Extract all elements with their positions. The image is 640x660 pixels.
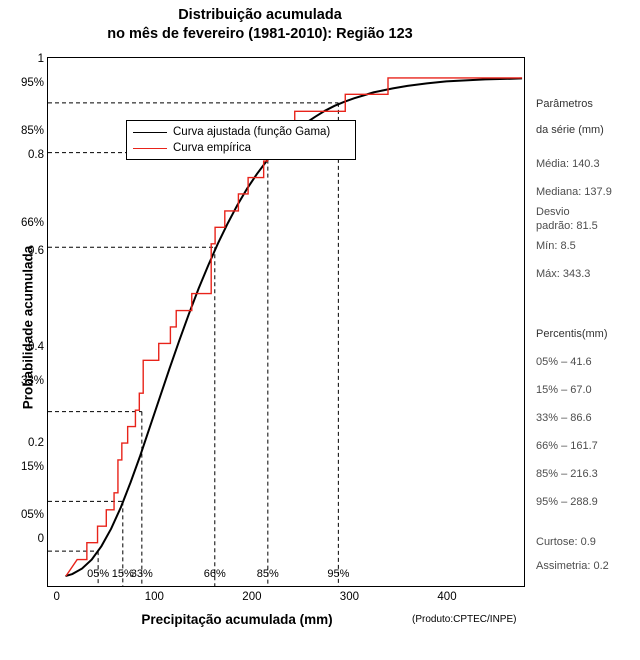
x-axis-label: Precipitação acumulada (mm) [141,612,333,627]
stat-desvio-line2: padrão: 81.5 [536,220,598,232]
percentil-15: 15% – 67.0 [536,384,592,396]
percentil-85: 85% – 216.3 [536,468,598,480]
params-header-line1: Parâmetros [536,98,593,110]
chart-title: Distribuição acumulada no mês de feverei… [0,6,520,44]
percentil-33: 33% – 86.6 [536,412,592,424]
stat-desvio-line1: Desvio [536,206,570,218]
chart-legend: Curva ajustada (função Gama) Curva empír… [126,120,356,160]
stat-mediana: Mediana: 137.9 [536,186,612,198]
ytick-p15: 15% [20,461,44,474]
percentile-x-label-05: 05% [87,568,110,580]
xtick-4: 400 [437,591,457,603]
params-header-line2: da série (mm) [536,124,604,136]
ytick-0: 0 [37,533,44,546]
percentile-x-label-66: 66% [203,568,226,580]
xtick-3: 300 [339,591,359,603]
x-axis-ticks: 0 100 200 300 400 [47,591,525,609]
ytick-3: 0.6 [28,245,44,258]
ytick-p33: 33% [20,375,44,387]
sidebar-stats: Parâmetros da série (mm) Média: 140.3 Me… [536,57,640,587]
legend-swatch-empirical [133,148,167,149]
ytick-p95: 95% [20,77,44,90]
legend-label-fitted: Curva ajustada (função Gama) [173,126,331,138]
produto-credit: (Produto:CPTEC/INPE) [412,614,517,625]
legend-label-empirical: Curva empírica [173,142,251,154]
ytick-p05: 05% [20,509,44,522]
y-axis-ticks: 0 0.2 0.4 0.6 0.8 1 05% 15% 33% 66% 85% … [0,53,44,587]
percentile-x-label-95: 95% [327,568,350,580]
percentile-x-label-33: 33% [130,568,153,580]
xtick-2: 200 [242,591,262,603]
ytick-1: 0.2 [28,437,44,450]
legend-swatch-fitted [133,132,167,133]
ytick-p85: 85% [20,125,44,138]
percentile-x-label-15: 15% [111,568,134,580]
percentile-x-label-85: 85% [256,568,279,580]
ytick-5: 1 [37,53,44,66]
chart-title-line1: Distribuição acumulada [178,7,342,23]
chart-title-line2: no mês de fevereiro (1981-2010): Região … [107,26,413,42]
stat-media: Média: 140.3 [536,158,600,170]
stat-assimetria: Assimetria: 0.2 [536,560,609,572]
xtick-1: 100 [144,591,164,603]
percentil-66: 66% – 161.7 [536,440,598,452]
ytick-p66: 66% [20,216,44,229]
stat-curtose: Curtose: 0.9 [536,536,596,548]
percentile-guides [48,102,339,586]
ytick-2: 0.4 [28,341,44,354]
stat-max: Máx: 343.3 [536,268,591,280]
y-axis-label: Probabilidade acumulada [20,245,36,410]
percentil-95: 95% – 288.9 [536,496,598,508]
percentil-05: 05% – 41.6 [536,356,592,368]
percentis-header: Percentis(mm) [536,328,608,340]
ytick-4: 0.8 [28,149,44,162]
curve-fitted-gamma [65,77,523,577]
plot-area: 05% 15% 33% 66% 85% 95% Curva ajustada (funçã… [47,57,525,587]
stat-min: Mín: 8.5 [536,240,576,252]
xtick-0: 0 [53,591,60,603]
